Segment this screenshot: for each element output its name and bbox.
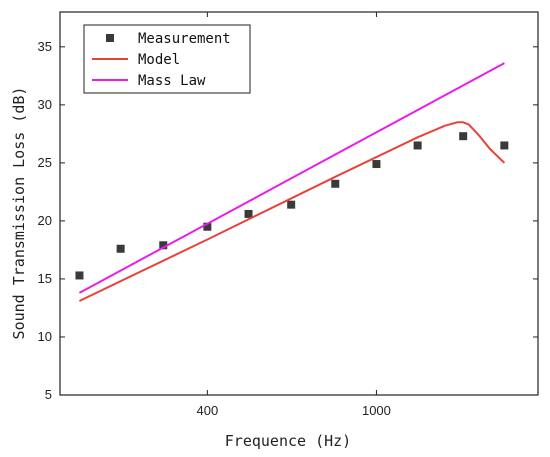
measurement-point (159, 241, 168, 250)
measurement-point (413, 141, 422, 150)
measurement-point (372, 160, 381, 169)
legend-swatch-measurement (106, 34, 114, 42)
legend-label-model: Model (138, 52, 180, 68)
legend-label-mass-law: Mass Law (138, 73, 206, 89)
measurement-point (287, 200, 296, 209)
y-axis-title: Sound Transmission Loss (dB) (10, 87, 28, 340)
x-tick-label: 1000 (362, 403, 391, 418)
measurement-point (331, 179, 340, 188)
legend-label-measurement: Measurement (138, 31, 231, 47)
mass-law-line (78, 62, 505, 294)
axes (59, 11, 539, 396)
ticks: 5 10 15 20 25 30 35 400 1000 (38, 12, 538, 418)
model-line (78, 121, 506, 302)
y-tick-label: 20 (38, 213, 52, 228)
plot-frame (59, 11, 539, 396)
measurement-point (244, 209, 253, 218)
x-axis-title: Frequence (Hz) (225, 432, 351, 450)
y-tick-label: 30 (38, 97, 52, 112)
series-layer (75, 62, 509, 302)
legend: Measurement Model Mass Law (83, 24, 251, 94)
measurement-point (75, 271, 84, 280)
measurement-point (116, 244, 125, 253)
x-tick-label: 400 (197, 403, 219, 418)
measurement-point (500, 141, 509, 150)
measurement-point (203, 222, 212, 231)
y-tick-label: 5 (45, 387, 52, 402)
y-tick-label: 10 (38, 329, 52, 344)
measurement-point (459, 132, 468, 141)
y-tick-label: 25 (38, 155, 52, 170)
y-tick-label: 35 (38, 39, 52, 54)
y-tick-label: 15 (38, 271, 52, 286)
